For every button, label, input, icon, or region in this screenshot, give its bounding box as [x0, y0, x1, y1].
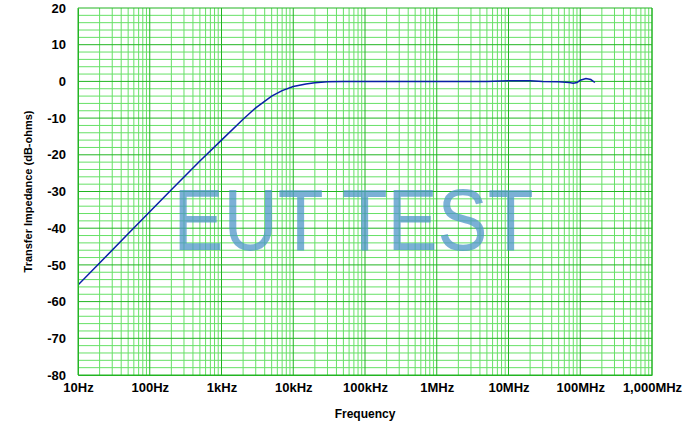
- grid-line-y: [78, 118, 652, 119]
- y-tick: -30: [47, 184, 78, 199]
- x-tick-label: 10Hz: [63, 380, 94, 395]
- y-tick-label: -50: [47, 258, 66, 273]
- x-tick-label: 10MHz: [488, 380, 530, 395]
- grid-line-y: [78, 8, 652, 9]
- x-tick: 100Hz: [131, 375, 169, 395]
- y-tick-label: -30: [47, 184, 66, 199]
- y-tick: -50: [47, 258, 78, 273]
- x-tick: 10kHz: [275, 375, 313, 395]
- y-tick: -80: [47, 368, 78, 383]
- grid-line-x: [78, 8, 79, 375]
- x-tick: 1MHz: [420, 375, 454, 395]
- x-tick-label: 100MHz: [557, 380, 606, 395]
- y-tick-label: 0: [59, 74, 66, 89]
- y-axis-line: [78, 9, 79, 376]
- x-tick: 100MHz: [557, 375, 606, 395]
- grid-line-y: [78, 154, 652, 155]
- watermark: EUT TEST: [174, 170, 534, 269]
- grid-line-y: [78, 375, 652, 376]
- data-line: [78, 78, 595, 285]
- grid-line-y: [78, 301, 652, 302]
- y-tick: 0: [59, 74, 78, 89]
- y-axis: 20 10 0 -10 -20 -30 -40 -50 -60 -70 -80: [47, 1, 78, 383]
- y-tick-label: -10: [47, 111, 66, 126]
- x-tick-label: 100Hz: [131, 380, 169, 395]
- y-tick-label: -40: [47, 221, 66, 236]
- x-axis-title: Frequency: [335, 407, 396, 421]
- y-tick-label: 10: [52, 37, 66, 52]
- y-tick-label: 20: [52, 1, 66, 16]
- plot-background: [78, 8, 652, 375]
- y-tick: 10: [52, 37, 78, 52]
- x-tick: 1,000MHz: [623, 375, 683, 395]
- y-tick-label: -80: [47, 368, 66, 383]
- grid-line-x: [652, 8, 653, 375]
- x-tick-label: 1kHz: [207, 380, 238, 395]
- x-tick-label: 100kHz: [343, 380, 388, 395]
- x-tick: 100kHz: [343, 375, 388, 395]
- x-tick-label: 1,000MHz: [623, 380, 683, 395]
- y-axis-title: Transfer Impedance (dB-ohms): [22, 110, 34, 272]
- y-tick-label: -60: [47, 294, 66, 309]
- x-axis: 10Hz 100Hz 1kHz 10kHz 100kHz 1MHz 10MHz 100MHz 1…: [63, 375, 682, 395]
- y-tick-label: -70: [47, 331, 66, 346]
- major-grid: [78, 8, 652, 375]
- x-tick: 1kHz: [207, 375, 238, 395]
- plot-frame-right: [652, 8, 653, 375]
- grid: [78, 8, 652, 375]
- plot-area: [78, 8, 652, 375]
- y-tick: -70: [47, 331, 78, 346]
- y-tick: -40: [47, 221, 78, 236]
- x-tick: 10MHz: [488, 375, 530, 395]
- x-axis-line: [79, 375, 653, 376]
- x-tick-label: 10kHz: [275, 380, 313, 395]
- y-tick-label: -20: [47, 147, 66, 162]
- grid-line-y: [78, 44, 652, 45]
- minor-grid: [78, 8, 652, 375]
- y-tick: 20: [52, 1, 78, 16]
- x-tick: 10Hz: [63, 375, 94, 395]
- grid-line-y: [78, 338, 652, 339]
- y-tick: -60: [47, 294, 78, 309]
- x-tick-label: 1MHz: [420, 380, 454, 395]
- data-layer: [78, 78, 595, 285]
- y-tick: -10: [47, 111, 78, 126]
- y-tick: -20: [47, 147, 78, 162]
